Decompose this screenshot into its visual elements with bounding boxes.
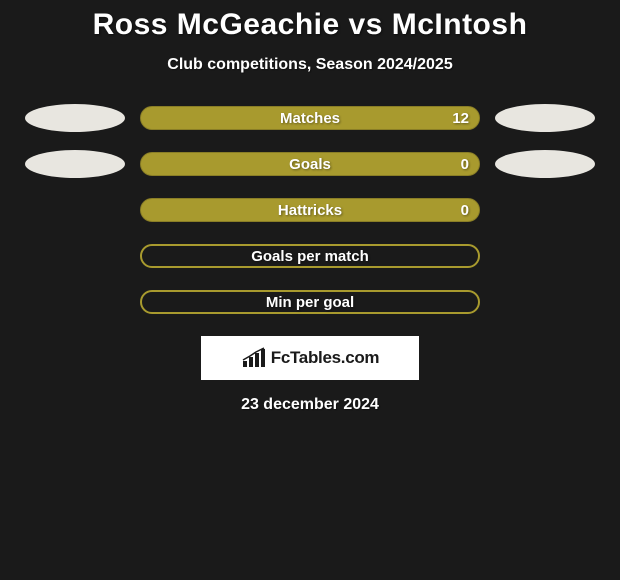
stat-bar-wrap: Min per goal <box>140 290 480 314</box>
stats-container: Matches 12 Goals 0 Hattricks 0 Goals per match… <box>0 106 620 314</box>
stat-value: 0 <box>461 156 469 173</box>
stat-label: Goals per match <box>251 248 369 265</box>
logo-text: FcTables.com <box>271 348 380 368</box>
stat-row: Matches 12 <box>0 106 620 130</box>
logo: FcTables.com <box>241 347 380 369</box>
stat-bar: Min per goal <box>140 290 480 314</box>
page-title: Ross McGeachie vs McIntosh <box>0 8 620 42</box>
spacer <box>25 196 125 224</box>
bars-icon <box>241 347 267 369</box>
stat-label: Min per goal <box>266 294 354 311</box>
stat-bar-wrap: Goals per match <box>140 244 480 268</box>
spacer <box>495 288 595 316</box>
spacer <box>495 196 595 224</box>
stat-bar: Hattricks 0 <box>140 198 480 222</box>
spacer <box>495 242 595 270</box>
stat-bar-wrap: Matches 12 <box>140 106 480 130</box>
stat-label: Hattricks <box>278 202 342 219</box>
stat-value: 0 <box>461 202 469 219</box>
stat-label: Matches <box>280 110 340 127</box>
stat-value: 12 <box>452 110 469 127</box>
spacer <box>25 288 125 316</box>
stat-bar: Matches 12 <box>140 106 480 130</box>
stat-row: Min per goal <box>0 290 620 314</box>
logo-box: FcTables.com <box>201 336 419 380</box>
stat-row: Goals 0 <box>0 152 620 176</box>
stat-row: Hattricks 0 <box>0 198 620 222</box>
stat-bar: Goals 0 <box>140 152 480 176</box>
date-text: 23 december 2024 <box>0 396 620 414</box>
stat-label: Goals <box>289 156 331 173</box>
stat-row: Goals per match <box>0 244 620 268</box>
comparison-infographic: Ross McGeachie vs McIntosh Club competit… <box>0 0 620 414</box>
stat-bar: Goals per match <box>140 244 480 268</box>
player-right-marker <box>495 150 595 178</box>
subtitle: Club competitions, Season 2024/2025 <box>0 56 620 74</box>
stat-bar-wrap: Goals 0 <box>140 152 480 176</box>
spacer <box>25 242 125 270</box>
player-right-marker <box>495 104 595 132</box>
player-left-marker <box>25 104 125 132</box>
player-left-marker <box>25 150 125 178</box>
stat-bar-wrap: Hattricks 0 <box>140 198 480 222</box>
